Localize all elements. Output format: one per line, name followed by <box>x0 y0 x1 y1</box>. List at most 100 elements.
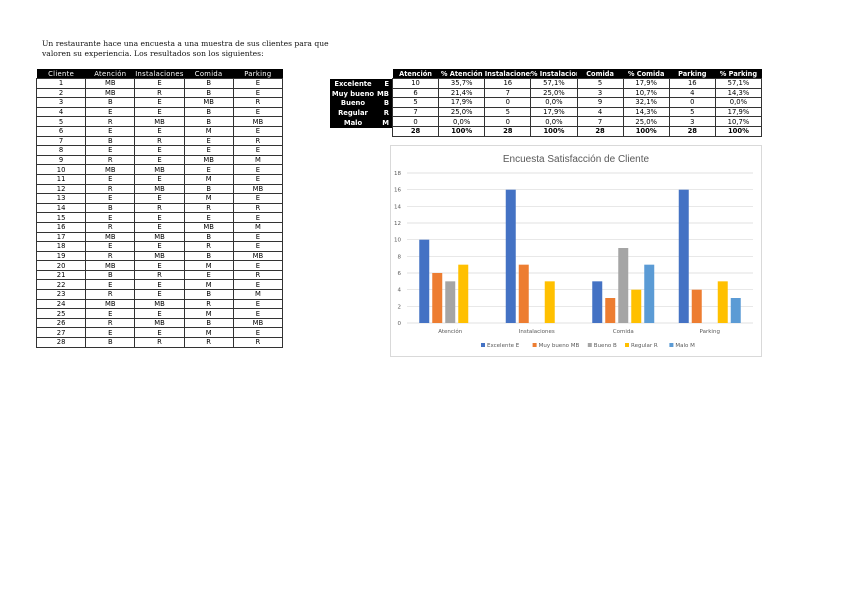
table-cell: 23 <box>35 289 87 300</box>
summary-cell: 17,9% <box>622 78 670 89</box>
table-cell: E <box>134 106 185 118</box>
x-tick-label: Instalaciones <box>519 329 555 335</box>
summary-cell: 25,0% <box>438 106 486 118</box>
legend-label: Regular R <box>631 343 658 349</box>
rating-name: Regular <box>338 109 368 118</box>
table-cell: E <box>134 173 185 185</box>
table-cell: E <box>134 327 185 339</box>
summary-cell: 4 <box>668 87 716 99</box>
table-row: 9 R E MB M <box>35 154 284 166</box>
table-cell: R <box>232 97 284 108</box>
table-cell: E <box>134 125 185 137</box>
legend-swatch <box>625 343 629 347</box>
summary-header: Atención <box>392 69 439 79</box>
table-row: 23 R E B M <box>35 289 284 300</box>
summary-header: % Instalaciones <box>530 69 577 79</box>
summary-cell: 5 <box>576 78 624 89</box>
bar <box>691 289 702 323</box>
summary-header: Comida <box>577 69 624 79</box>
table-cell: R <box>232 269 284 281</box>
summary-cell: 10,7% <box>622 87 670 99</box>
rating-name: Malo <box>343 119 363 128</box>
bar <box>730 298 741 323</box>
table-cell: R <box>85 250 136 262</box>
y-tick-label: 18 <box>394 171 401 177</box>
table-cell: B <box>183 231 234 243</box>
column-header: Atención <box>85 69 135 79</box>
table-cell: E <box>85 241 136 252</box>
table-cell: E <box>85 106 136 118</box>
table-cell: E <box>134 260 185 271</box>
table-cell: MB <box>85 164 136 175</box>
table-cell: E <box>85 279 136 291</box>
table-cell: E <box>134 241 185 252</box>
rating-label-row: Malo M <box>330 118 392 128</box>
summary-cell: 3 <box>668 116 716 127</box>
table-cell: E <box>134 193 185 204</box>
table-row: 21 B R E R <box>35 269 284 281</box>
table-cell: E <box>134 279 185 291</box>
table-cell: E <box>134 154 185 166</box>
total-cell: 100% <box>714 125 763 137</box>
table-cell: B <box>85 337 136 348</box>
table-row: 18 E E R E <box>35 241 284 252</box>
table-cell: 9 <box>35 154 87 166</box>
table-row: 16 R E MB M <box>35 221 284 233</box>
table-cell: E <box>85 308 136 319</box>
summary-cell: 6 <box>391 87 440 99</box>
table-cell: M <box>232 221 284 233</box>
table-cell: E <box>232 308 284 319</box>
summary-cell: 0,0% <box>438 116 486 127</box>
table-row: 10 MB MB E E <box>35 164 284 175</box>
summary-cell: 9 <box>576 97 624 108</box>
x-tick-label: Atención <box>438 328 463 335</box>
bar <box>432 273 443 323</box>
table-cell: 22 <box>35 279 87 291</box>
table-cell: E <box>232 145 284 156</box>
legend-label: Bueno B <box>594 343 617 349</box>
table-cell: MB <box>232 317 284 329</box>
table-cell: E <box>232 212 284 223</box>
table-cell: 8 <box>35 145 87 156</box>
table-row: 12 R MB B MB <box>35 183 284 195</box>
rating-name: Bueno <box>340 99 366 108</box>
y-tick-label: 8 <box>398 254 402 260</box>
summary-cell: 10,7% <box>714 116 763 127</box>
table-cell: E <box>134 289 185 300</box>
bar <box>544 281 555 323</box>
rating-code: MB <box>377 89 389 98</box>
table-row: 17 MB MB B E <box>35 231 284 243</box>
rating-code: R <box>383 109 389 118</box>
table-cell: R <box>85 289 136 300</box>
table-cell: MB <box>183 221 234 233</box>
table-row: 24 MB MB R E <box>35 298 284 310</box>
table-cell: 14 <box>35 202 87 214</box>
table-cell: 27 <box>35 327 87 339</box>
table-cell: E <box>134 221 185 233</box>
summary-header: % Parking <box>715 69 762 79</box>
table-cell: M <box>183 308 234 319</box>
table-row: 15 E E E E <box>35 212 284 223</box>
summary-cell: 7 <box>391 106 440 118</box>
table-cell: 15 <box>35 212 87 223</box>
table-cell: 6 <box>35 125 87 137</box>
rating-labels: Excelente E Muy bueno MB Bueno B Regular R Malo M <box>330 79 392 128</box>
table-cell: MB <box>183 97 234 108</box>
summary-cell: 25,0% <box>622 116 670 127</box>
table-cell: E <box>183 269 234 281</box>
rating-label-row: Regular R <box>330 108 392 118</box>
table-cell: E <box>232 327 284 339</box>
table-cell: MB <box>85 231 136 243</box>
table-cell: 16 <box>35 221 87 233</box>
summary-row: 5 17,9% 0 0,0% 9 32,1% 0 0,0% <box>391 97 763 108</box>
table-cell: B <box>183 289 234 300</box>
table-cell: 19 <box>35 250 87 262</box>
table-cell: E <box>85 193 136 204</box>
table-cell: 4 <box>35 106 87 118</box>
table-cell: E <box>134 78 185 89</box>
legend-swatch <box>587 343 592 347</box>
table-cell: B <box>85 202 136 214</box>
table-cell: R <box>232 337 284 348</box>
table-cell: 1 <box>35 78 87 89</box>
